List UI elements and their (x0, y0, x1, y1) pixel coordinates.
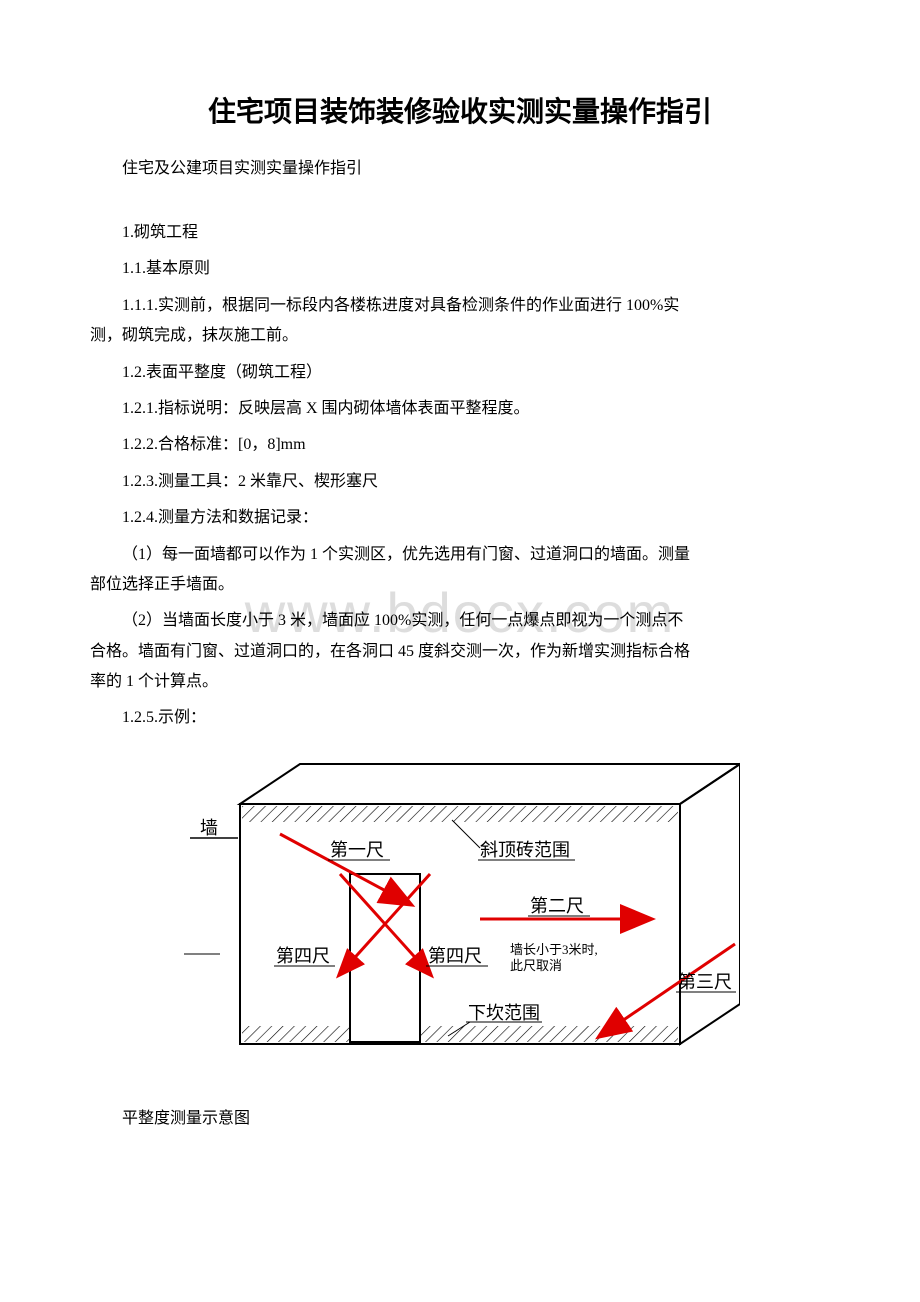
item-1-2-4: 1.2.4.测量方法和数据记录： (90, 503, 830, 533)
document-content: 住宅项目装饰装修验收实测实量操作指引 住宅及公建项目实测实量操作指引 1.砌筑工… (90, 90, 830, 1128)
diagram-caption: 平整度测量示意图 (90, 1104, 830, 1128)
label-ruler3: 第三尺 (678, 972, 732, 992)
para-2: （2）当墙面长度小于 3 米，墙面应 100%实测，任何一点爆点即视为一个测点不… (90, 606, 830, 697)
para-2-line2: 合格。墙面有门窗、过道洞口的，在各洞口 45 度斜交测一次，作为新增实测指标合格 (90, 637, 830, 667)
item-1-2-1: 1.2.1.指标说明：反映层高 X 围内砌体墙体表面平整程度。 (90, 394, 830, 424)
item-1-1-1: 1.1.1.实测前，根据同一标段内各楼栋进度对具备检测条件的作业面进行 100%… (90, 291, 830, 352)
page-title: 住宅项目装饰装修验收实测实量操作指引 (90, 90, 830, 130)
para-1-line2: 部位选择正手墙面。 (90, 570, 830, 600)
label-ruler4b: 第四尺 (428, 946, 482, 966)
label-ruler2: 第二尺 (530, 896, 584, 916)
item-1-2-2: 1.2.2.合格标准：[0，8]mm (90, 430, 830, 460)
label-wall: 墙 (200, 818, 218, 838)
label-note2: 此尺取消 (510, 958, 562, 973)
heading-1-1: 1.1.基本原则 (90, 254, 830, 284)
label-ruler4a: 第四尺 (276, 946, 330, 966)
diagram-container: 墙 第一尺 斜顶砖范围 第四尺 第四尺 第二尺 (90, 744, 830, 1074)
para-2-line1: （2）当墙面长度小于 3 米，墙面应 100%实测，任何一点爆点即视为一个测点不 (90, 606, 830, 636)
item-1-1-1-line2: 测，砌筑完成，抹灰施工前。 (90, 321, 830, 351)
label-top-range: 斜顶砖范围 (480, 840, 570, 860)
item-1-2-3: 1.2.3.测量工具：2 米靠尺、楔形塞尺 (90, 467, 830, 497)
measurement-diagram: 墙 第一尺 斜顶砖范围 第四尺 第四尺 第二尺 (180, 744, 740, 1074)
item-1-2-5: 1.2.5.示例： (90, 703, 830, 733)
label-ruler1: 第一尺 (330, 840, 384, 860)
label-note1: 墙长小于3米时, (510, 942, 598, 957)
heading-1: 1.砌筑工程 (90, 218, 830, 248)
subtitle: 住宅及公建项目实测实量操作指引 (90, 154, 830, 178)
para-1-line1: （1）每一面墙都可以作为 1 个实测区，优先选用有门窗、过道洞口的墙面。测量 (90, 540, 830, 570)
heading-1-2: 1.2.表面平整度（砌筑工程） (90, 358, 830, 388)
label-bottom-range: 下坎范围 (468, 1003, 540, 1023)
para-1: （1）每一面墙都可以作为 1 个实测区，优先选用有门窗、过道洞口的墙面。测量 部… (90, 540, 830, 601)
item-1-1-1-line1: 1.1.1.实测前，根据同一标段内各楼栋进度对具备检测条件的作业面进行 100%… (90, 291, 830, 321)
para-2-line3: 率的 1 个计算点。 (90, 667, 830, 697)
